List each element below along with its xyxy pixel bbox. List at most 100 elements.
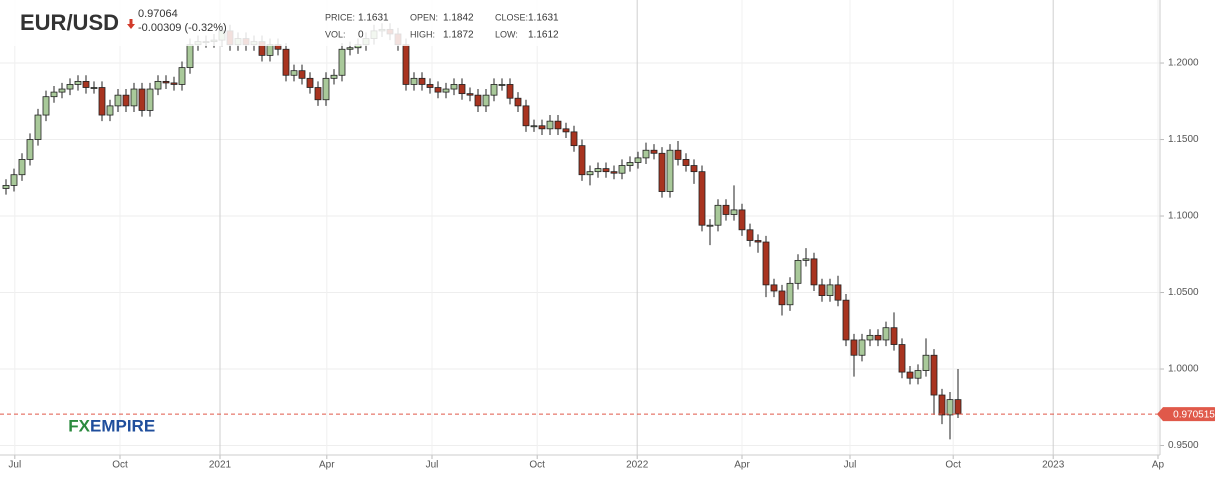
candle-body <box>138 88 146 111</box>
candle-body <box>154 80 162 90</box>
candle-body <box>82 80 90 88</box>
candle-body <box>338 48 346 76</box>
x-tick-label: Jul <box>8 460 21 471</box>
candle-body <box>442 88 450 93</box>
candle-body <box>34 114 42 140</box>
candle-body <box>298 70 306 79</box>
info-label: HIGH: <box>410 29 435 39</box>
candle-body <box>114 94 122 107</box>
candle-body <box>866 334 874 341</box>
candle-body <box>698 171 706 226</box>
candle-body <box>402 44 410 85</box>
candle-body <box>66 84 74 90</box>
candle-body <box>170 82 178 85</box>
candle-body <box>610 171 618 174</box>
candle-body <box>858 339 866 356</box>
symbol: EUR/USD <box>20 10 119 35</box>
candle-body <box>682 159 690 166</box>
candle-body <box>602 168 610 173</box>
candle-body <box>706 224 714 227</box>
logo-empire: EMPIRE <box>90 416 155 435</box>
candle-body <box>794 259 802 284</box>
candle-body <box>946 399 954 416</box>
y-tick-label: 1.0500 <box>1168 287 1199 298</box>
candle-body <box>58 88 66 93</box>
candle-body <box>50 91 58 98</box>
candle-body <box>450 84 458 90</box>
last-price-tag <box>1157 407 1215 422</box>
x-tick-label: Apr <box>734 460 750 471</box>
y-tick-label: 1.1000 <box>1168 211 1199 222</box>
candle-body <box>178 67 186 85</box>
price: 0.97064 <box>138 8 178 20</box>
candle-body <box>954 399 962 415</box>
change: -0.00309 (-0.32%) <box>138 22 227 34</box>
candle-body <box>850 339 858 356</box>
candle-body <box>106 105 114 116</box>
x-tick-label: Oct <box>945 460 961 471</box>
candle-body <box>546 120 554 130</box>
candle-body <box>818 284 826 296</box>
y-tick-label: 1.2000 <box>1168 58 1199 69</box>
candle-body <box>642 149 650 159</box>
candle-body <box>906 371 914 379</box>
info-label: VOL: <box>325 29 346 39</box>
candle-body <box>474 94 482 107</box>
candle-body <box>346 47 354 50</box>
candle-body <box>514 97 522 107</box>
candle-body <box>674 149 682 160</box>
info-value: 1.1842 <box>443 13 474 24</box>
x-tick-label: Jul <box>426 460 439 471</box>
x-tick-label: Oct <box>112 460 128 471</box>
candle-body <box>410 77 418 85</box>
candle-body <box>18 159 26 176</box>
y-tick-label: 1.0000 <box>1168 364 1199 375</box>
candle-body <box>266 44 274 56</box>
candle-body <box>26 139 34 160</box>
candle-body <box>826 284 834 296</box>
candle-body <box>626 162 634 166</box>
y-tick-label: 1.1500 <box>1168 134 1199 145</box>
candle-body <box>722 204 730 215</box>
info-value: 1.1631 <box>528 13 559 24</box>
candle-body <box>98 87 106 116</box>
candle-body <box>322 77 330 101</box>
candle-body <box>898 344 906 373</box>
candle-body <box>554 120 562 130</box>
last-price-label: 0.970515 <box>1173 409 1215 420</box>
candle-body <box>122 94 130 107</box>
candle-body <box>538 125 546 130</box>
info-value: 1.1612 <box>528 30 559 41</box>
candle-body <box>802 258 810 261</box>
x-tick-label: Jul <box>844 460 857 471</box>
candle-body <box>690 165 698 173</box>
candle-body <box>562 128 570 133</box>
candle-body <box>834 284 842 301</box>
candle-body <box>658 152 666 192</box>
candle-body <box>578 145 586 176</box>
candle-body <box>306 77 314 88</box>
candle-body <box>74 80 82 85</box>
candle-body <box>842 299 850 341</box>
candle-body <box>746 229 754 241</box>
info-value: 1.1872 <box>443 30 474 41</box>
candle-body <box>2 185 10 189</box>
info-label: LOW: <box>495 29 518 39</box>
logo-fx: FX <box>68 416 90 435</box>
candle-body <box>650 149 658 154</box>
candle-body <box>938 394 946 416</box>
candle-body <box>522 105 530 127</box>
candle-body <box>922 354 930 371</box>
candle-body <box>914 370 922 379</box>
candle-body <box>290 70 298 76</box>
candle-body <box>458 84 466 95</box>
info-label: CLOSE: <box>495 12 528 22</box>
candle-body <box>506 84 514 99</box>
candle-body <box>738 209 746 231</box>
candle-body <box>778 290 786 306</box>
candle-body <box>146 88 154 111</box>
candle-body <box>426 84 434 88</box>
candle-body <box>482 94 490 107</box>
candle-body <box>634 157 642 163</box>
